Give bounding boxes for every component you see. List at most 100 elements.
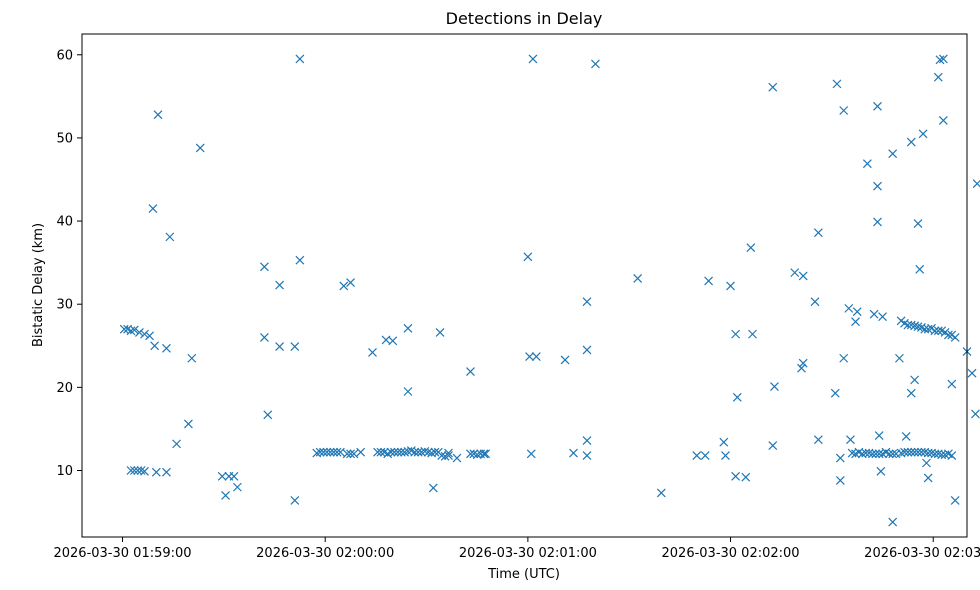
- data-point-marker: [162, 467, 171, 477]
- chart-title: Detections in Delay: [446, 9, 603, 28]
- data-point-marker: [444, 451, 453, 460]
- data-point-marker: [582, 436, 592, 445]
- data-point-marker: [851, 317, 860, 327]
- data-point-marker: [119, 324, 129, 334]
- data-point-marker: [275, 280, 285, 290]
- data-point-marker: [813, 228, 823, 238]
- data-point-marker: [400, 447, 410, 457]
- data-point-marker: [878, 312, 887, 322]
- data-point-marker: [373, 447, 382, 457]
- data-point-marker: [339, 281, 349, 291]
- x-axis-label: Time (UTC): [487, 567, 560, 582]
- data-point-marker: [335, 447, 345, 457]
- data-point-marker: [523, 252, 533, 262]
- data-point-marker: [229, 471, 239, 481]
- data-point-marker: [393, 447, 403, 457]
- data-point-marker: [349, 449, 359, 459]
- data-point-marker: [221, 491, 230, 500]
- data-point-marker: [560, 355, 570, 365]
- data-point-marker: [832, 79, 842, 89]
- y-tick-label: 20: [56, 381, 73, 396]
- data-point-marker: [835, 453, 845, 463]
- data-point-marker: [867, 449, 877, 459]
- data-point-marker: [656, 488, 666, 498]
- data-point-marker: [768, 82, 778, 92]
- data-point-marker: [151, 467, 161, 477]
- data-point-marker: [888, 517, 898, 527]
- data-point-marker: [741, 472, 751, 482]
- data-point-marker: [346, 278, 355, 288]
- data-point-marker: [295, 54, 305, 64]
- data-point-marker: [950, 495, 960, 505]
- data-point-marker: [906, 320, 916, 330]
- data-point-marker: [368, 348, 377, 357]
- data-point-marker: [947, 451, 957, 460]
- data-point-marker: [403, 323, 413, 333]
- data-point-marker: [376, 447, 386, 457]
- data-point-marker: [525, 352, 534, 362]
- data-point-marker: [874, 449, 884, 459]
- data-point-marker: [322, 447, 332, 457]
- data-point-marker: [437, 451, 447, 460]
- data-point-marker: [852, 307, 862, 317]
- data-point-marker: [172, 439, 182, 449]
- data-point-marker: [126, 466, 136, 475]
- data-point-marker: [591, 59, 600, 69]
- data-point-marker: [126, 326, 136, 336]
- data-point-marker: [136, 466, 146, 475]
- data-point-marker: [938, 54, 948, 64]
- data-point-marker: [938, 116, 948, 125]
- data-point-marker: [913, 219, 923, 228]
- data-point-marker: [839, 353, 849, 363]
- data-point-marker: [835, 476, 845, 485]
- data-point-marker: [839, 106, 849, 115]
- data-point-marker: [386, 447, 396, 457]
- data-point-marker: [469, 449, 479, 459]
- data-point-marker: [748, 329, 757, 339]
- data-point-marker: [922, 458, 931, 468]
- data-point-marker: [844, 303, 854, 313]
- data-point-marker: [895, 353, 904, 363]
- data-point-marker: [417, 447, 426, 457]
- data-point-marker: [923, 473, 933, 483]
- data-point-marker: [874, 431, 884, 440]
- data-point-marker: [770, 382, 779, 391]
- data-point-marker: [810, 297, 820, 307]
- data-point-marker: [187, 353, 197, 363]
- data-point-marker: [162, 343, 171, 353]
- data-point-marker: [195, 143, 205, 153]
- data-point-marker: [420, 446, 430, 456]
- y-axis-label: Bistatic Delay (km): [31, 223, 46, 347]
- data-point-marker: [935, 55, 945, 65]
- data-point-marker: [903, 447, 913, 457]
- data-point-marker: [466, 367, 475, 376]
- data-point-marker: [869, 309, 879, 319]
- data-point-marker: [315, 447, 325, 457]
- data-point-marker: [129, 325, 139, 335]
- data-point-marker: [930, 326, 940, 336]
- data-point-marker: [342, 449, 352, 459]
- data-point-marker: [731, 329, 741, 339]
- data-point-marker: [479, 449, 489, 459]
- y-tick-label: 40: [56, 215, 73, 230]
- data-point-marker: [913, 447, 923, 457]
- data-point-marker: [290, 495, 300, 505]
- data-point-marker: [700, 451, 710, 460]
- data-point-marker: [913, 322, 923, 332]
- data-point-marker: [165, 232, 175, 242]
- data-point-marker: [873, 181, 882, 191]
- data-point-marker: [830, 388, 840, 398]
- x-tick-label: 2026-03-30 02:00:00: [256, 546, 394, 561]
- data-point-marker: [873, 101, 882, 111]
- data-point-marker: [390, 447, 399, 457]
- data-point-marker: [888, 149, 898, 159]
- x-axis-ticks: 2026-03-30 01:59:00 2026-03-30 02:00:00 20…: [53, 537, 980, 561]
- data-point-marker: [319, 447, 328, 457]
- data-point-marker: [884, 449, 894, 459]
- data-point-marker: [481, 449, 491, 459]
- data-point-marker: [871, 449, 881, 459]
- data-point-marker: [388, 336, 398, 346]
- data-point-marker: [947, 379, 957, 389]
- data-point-marker: [410, 447, 420, 457]
